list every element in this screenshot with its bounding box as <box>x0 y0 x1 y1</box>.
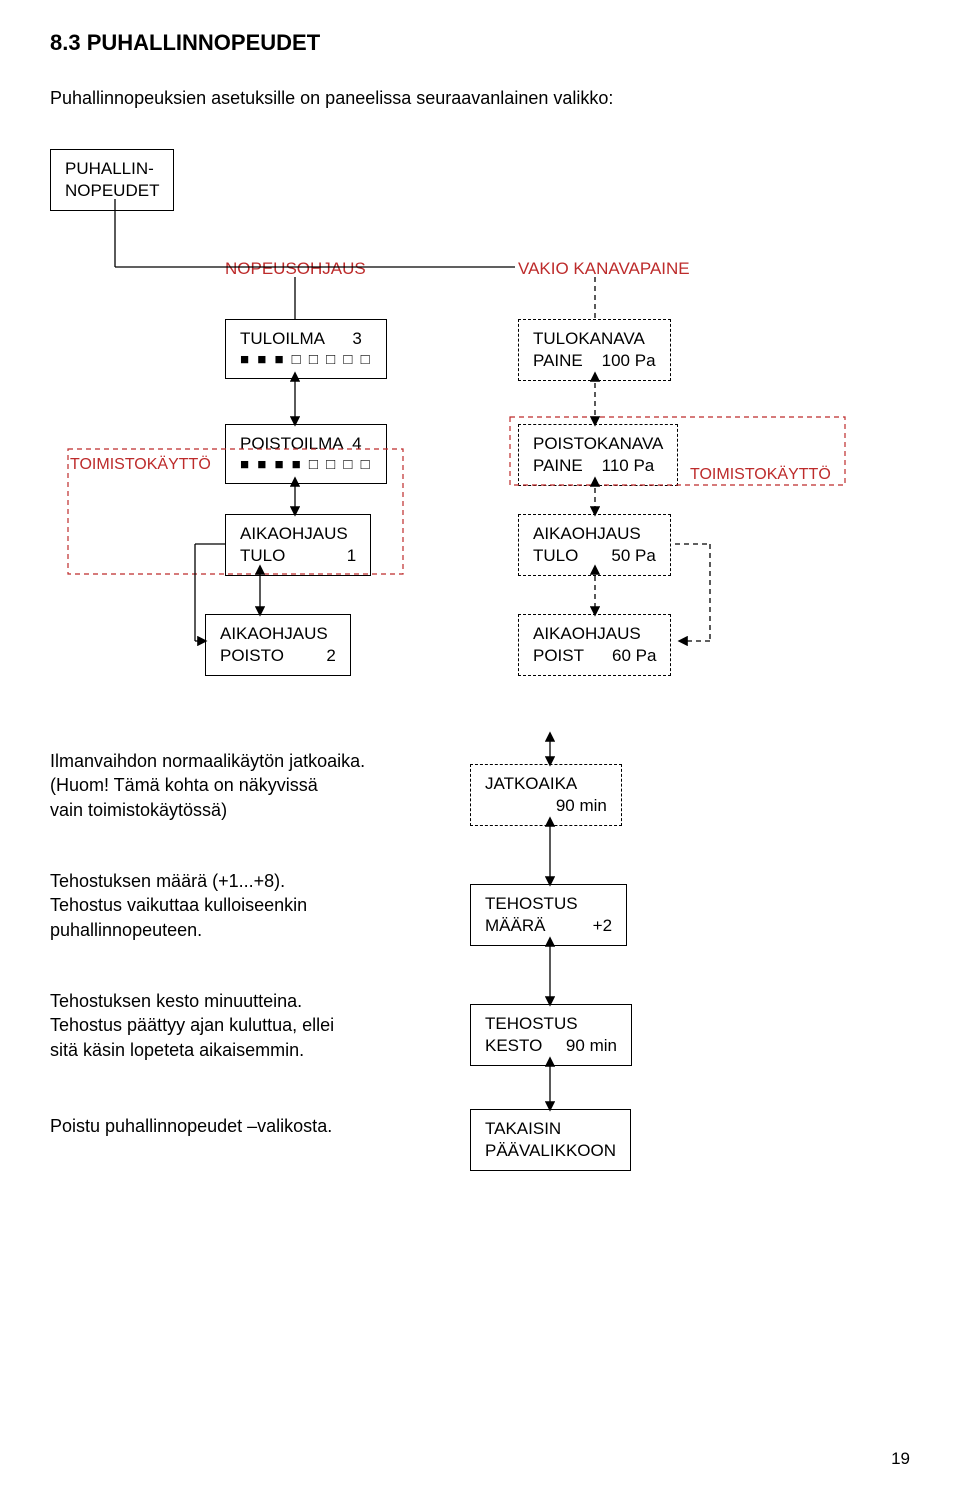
left-toimisto-label: TOIMISTOKÄYTTÖ <box>70 456 211 474</box>
right-header: VAKIO KANAVAPAINE <box>518 259 690 279</box>
connectors <box>50 149 910 1249</box>
poistokanava-l1: POISTOKANAVA <box>533 433 663 455</box>
box-poistoilma: POISTOILMA 4 ■ ■ ■ ■ □ □ □ □ <box>225 424 387 484</box>
takaisin-l2: PÄÄVALIKKOON <box>485 1140 616 1162</box>
intro-text: Puhallinnopeuksien asetuksille on paneel… <box>50 88 910 109</box>
section-heading: 8.3 PUHALLINNOPEUDET <box>50 30 910 56</box>
aika-tulo-r-l1: AIKAOHJAUS <box>533 523 656 545</box>
box-takaisin: TAKAISIN PÄÄVALIKKOON <box>470 1109 631 1171</box>
tuloilma-squares: ■ ■ ■ □ □ □ □ □ <box>240 350 372 370</box>
tehostus-kesto-l2: KESTO 90 min <box>485 1035 617 1057</box>
aika-tulo-l-l1: AIKAOHJAUS <box>240 523 356 545</box>
jatkoaika-l1: JATKOAIKA <box>485 773 607 795</box>
desc2c: puhallinnopeuteen. <box>50 918 450 942</box>
jatkoaika-l2: 90 min <box>485 795 607 817</box>
box-poistokanava: POISTOKANAVA PAINE 110 Pa <box>518 424 678 486</box>
box-aika-tulo-r: AIKAOHJAUS TULO 50 Pa <box>518 514 671 576</box>
aika-poisto-l-l2: POISTO 2 <box>220 645 336 667</box>
box-aika-poisto-r: AIKAOHJAUS POIST 60 Pa <box>518 614 671 676</box>
tulokanava-l1: TULOKANAVA <box>533 328 656 350</box>
tehostus-maara-l2: MÄÄRÄ +2 <box>485 915 612 937</box>
box-tehostus-kesto: TEHOSTUS KESTO 90 min <box>470 1004 632 1066</box>
box-aika-tulo-l: AIKAOHJAUS TULO 1 <box>225 514 371 576</box>
right-toimisto-label: TOIMISTOKÄYTTÖ <box>690 466 831 484</box>
desc4: Poistu puhallinnopeudet –valikosta. <box>50 1114 450 1138</box>
tuloilma-l1: TULOILMA 3 <box>240 328 372 350</box>
root-box: PUHALLIN- NOPEUDET <box>50 149 174 211</box>
poistoilma-squares: ■ ■ ■ ■ □ □ □ □ <box>240 455 372 475</box>
aika-poisto-l-l1: AIKAOHJAUS <box>220 623 336 645</box>
aika-tulo-l-l2: TULO 1 <box>240 545 356 567</box>
desc3a: Tehostuksen kesto minuutteina. <box>50 989 450 1013</box>
desc1a: Ilmanvaihdon normaalikäytön jatkoaika. <box>50 749 450 773</box>
tehostus-maara-l1: TEHOSTUS <box>485 893 612 915</box>
box-tehostus-maara: TEHOSTUS MÄÄRÄ +2 <box>470 884 627 946</box>
poistokanava-l2: PAINE 110 Pa <box>533 455 663 477</box>
tehostus-kesto-l1: TEHOSTUS <box>485 1013 617 1035</box>
takaisin-l1: TAKAISIN <box>485 1118 616 1140</box>
desc3b: Tehostus päättyy ajan kuluttua, ellei <box>50 1013 450 1037</box>
aika-poisto-r-l2: POIST 60 Pa <box>533 645 656 667</box>
desc3c: sitä käsin lopeteta aikaisemmin. <box>50 1038 450 1062</box>
box-aika-poisto-l: AIKAOHJAUS POISTO 2 <box>205 614 351 676</box>
aika-tulo-r-l2: TULO 50 Pa <box>533 545 656 567</box>
desc2a: Tehostuksen määrä (+1...+8). <box>50 869 450 893</box>
flow-diagram: PUHALLIN- NOPEUDET NOPEUSOHJAUS VAKIO KA… <box>50 149 910 1399</box>
desc2b: Tehostus vaikuttaa kulloiseenkin <box>50 893 450 917</box>
poistoilma-l1: POISTOILMA 4 <box>240 433 372 455</box>
desc1b: (Huom! Tämä kohta on näkyvissä <box>50 773 450 797</box>
box-jatkoaika: JATKOAIKA 90 min <box>470 764 622 826</box>
box-tulokanava: TULOKANAVA PAINE 100 Pa <box>518 319 671 381</box>
page-number: 19 <box>50 1449 910 1469</box>
left-header: NOPEUSOHJAUS <box>225 259 366 279</box>
box-tuloilma: TULOILMA 3 ■ ■ ■ □ □ □ □ □ <box>225 319 387 379</box>
tulokanava-l2: PAINE 100 Pa <box>533 350 656 372</box>
aika-poisto-r-l1: AIKAOHJAUS <box>533 623 656 645</box>
desc1c: vain toimistokäytössä) <box>50 798 450 822</box>
